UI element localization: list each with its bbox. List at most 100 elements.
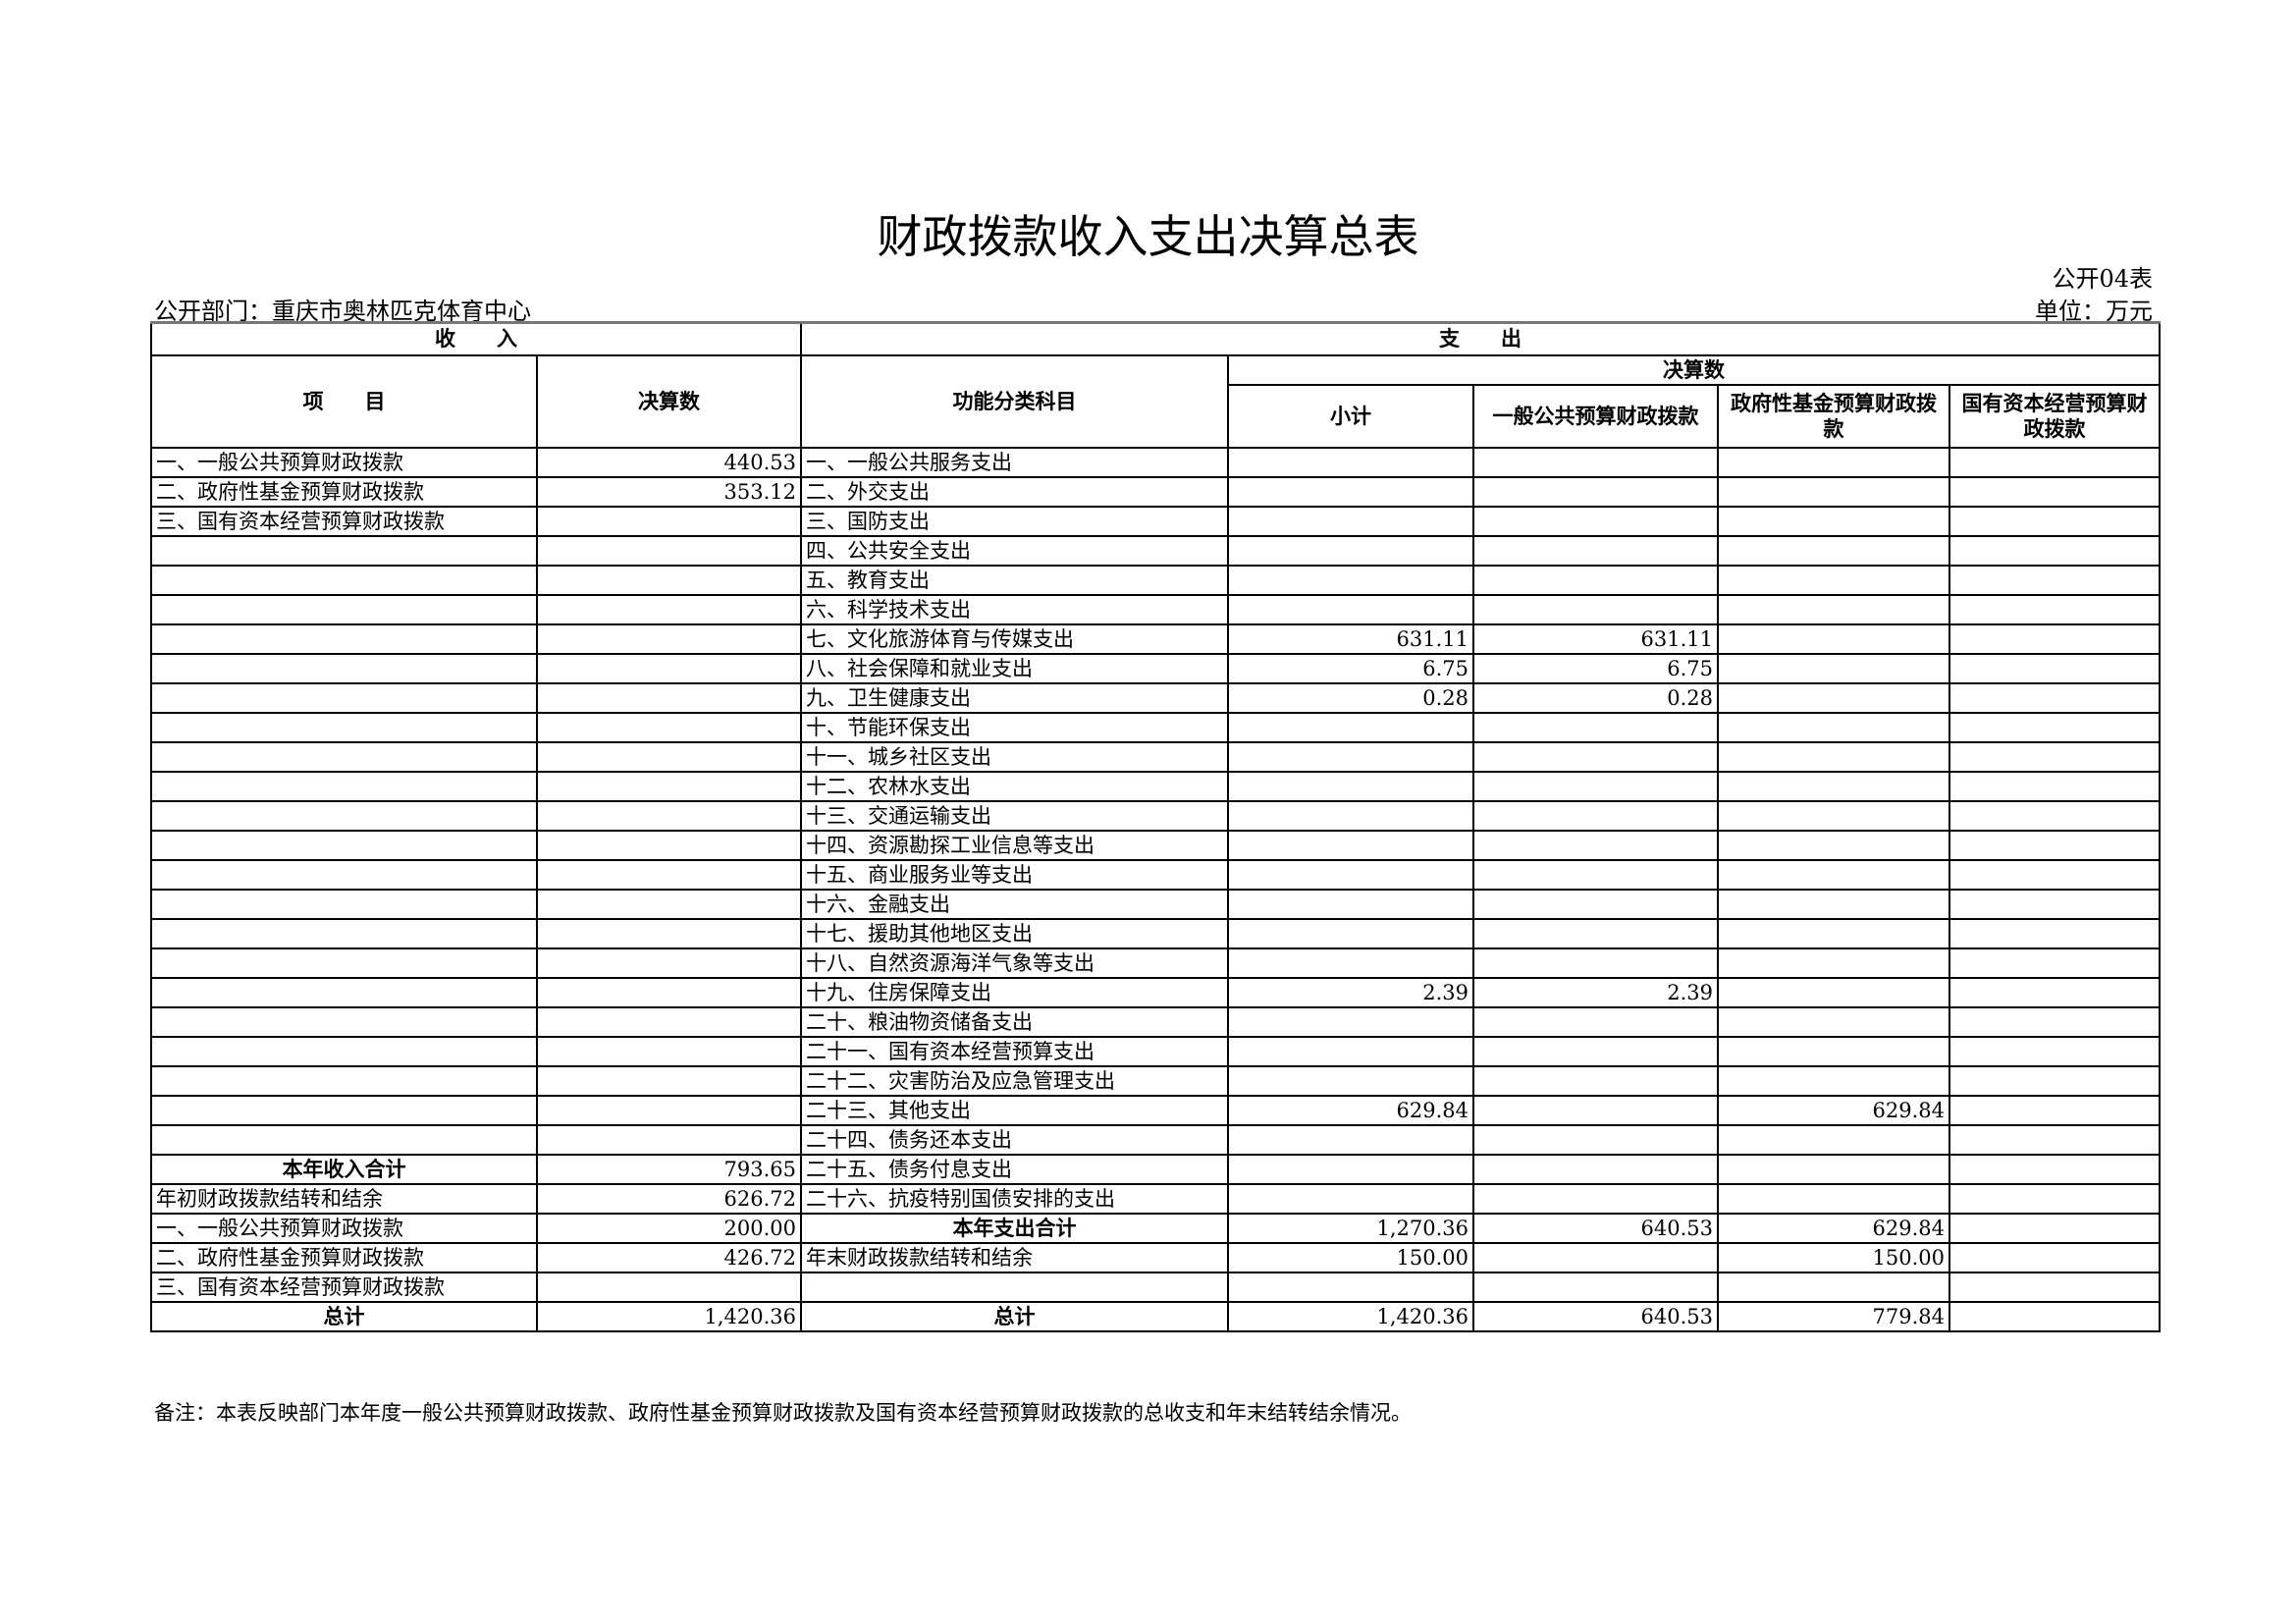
table-row: 一、一般公共预算财政拨款 200.00 本年支出合计 1,270.36 640.53 62… bbox=[150, 1212, 2161, 1244]
income-amount-cell: 353.12 bbox=[536, 475, 802, 508]
subtotal-cell bbox=[1227, 446, 1474, 478]
income-item-cell: 本年收入合计 bbox=[150, 1153, 538, 1185]
table-row: 一、一般公共预算财政拨款 440.53 一、一般公共服务支出 bbox=[150, 446, 2161, 478]
general-public-cell bbox=[1472, 711, 1719, 743]
gov-fund-cell: 629.84 bbox=[1717, 1094, 1950, 1126]
table-row: 本年收入合计 793.65 二十五、债务付息支出 bbox=[150, 1153, 2161, 1185]
income-amount-cell bbox=[536, 711, 802, 743]
table-row: 二十二、灾害防治及应急管理支出 bbox=[150, 1064, 2161, 1097]
expense-item-cell: 二十一、国有资本经营预算支出 bbox=[800, 1035, 1229, 1067]
general-public-cell bbox=[1472, 1064, 1719, 1097]
state-capital-cell bbox=[1949, 593, 2161, 625]
gov-fund-cell bbox=[1717, 829, 1950, 861]
general-public-header: 一般公共预算财政拨款 bbox=[1472, 383, 1719, 449]
state-capital-cell bbox=[1949, 564, 2161, 596]
table-row: 七、文化旅游体育与传媒支出 631.11 631.11 bbox=[150, 623, 2161, 655]
income-amount-cell: 200.00 bbox=[536, 1212, 802, 1244]
gov-fund-cell bbox=[1717, 1153, 1950, 1185]
expense-item-cell: 十九、住房保障支出 bbox=[800, 976, 1229, 1008]
income-amount-cell bbox=[536, 1271, 802, 1303]
state-capital-cell bbox=[1949, 888, 2161, 920]
table-row: 五、教育支出 bbox=[150, 564, 2161, 596]
income-amount-cell bbox=[536, 1064, 802, 1097]
general-public-cell: 640.53 bbox=[1472, 1300, 1719, 1332]
state-capital-cell bbox=[1949, 446, 2161, 478]
table-row: 二十三、其他支出 629.84 629.84 bbox=[150, 1094, 2161, 1126]
general-public-cell bbox=[1472, 534, 1719, 567]
income-item-cell bbox=[150, 1094, 538, 1126]
function-category-header: 功能分类科目 bbox=[800, 353, 1229, 449]
expense-item-cell: 十七、援助其他地区支出 bbox=[800, 917, 1229, 949]
subtotal-header: 小计 bbox=[1227, 383, 1474, 449]
gov-fund-cell bbox=[1717, 888, 1950, 920]
expense-item-cell bbox=[800, 1271, 1229, 1303]
income-amount-cell: 426.72 bbox=[536, 1241, 802, 1273]
gov-fund-cell bbox=[1717, 1271, 1950, 1303]
subtotal-cell bbox=[1227, 1271, 1474, 1303]
state-capital-cell bbox=[1949, 947, 2161, 979]
income-amount-cell bbox=[536, 534, 802, 567]
subtotal-cell bbox=[1227, 593, 1474, 625]
income-amount-cell bbox=[536, 1005, 802, 1038]
table-row: 二十一、国有资本经营预算支出 bbox=[150, 1035, 2161, 1067]
gov-fund-cell bbox=[1717, 976, 1950, 1008]
expense-item-cell: 六、科学技术支出 bbox=[800, 593, 1229, 625]
state-capital-cell bbox=[1949, 740, 2161, 773]
expense-item-cell: 七、文化旅游体育与传媒支出 bbox=[800, 623, 1229, 655]
state-capital-cell bbox=[1949, 976, 2161, 1008]
subtotal-cell bbox=[1227, 1182, 1474, 1215]
general-public-cell bbox=[1472, 1241, 1719, 1273]
general-public-cell bbox=[1472, 740, 1719, 773]
income-amount-cell bbox=[536, 799, 802, 832]
income-amount-cell bbox=[536, 1094, 802, 1126]
footnote: 备注：本表反映部门本年度一般公共预算财政拨款、政府性基金预算财政拨款及国有资本经… bbox=[154, 1401, 1412, 1425]
general-public-cell bbox=[1472, 475, 1719, 508]
income-item-cell: 三、国有资本经营预算财政拨款 bbox=[150, 1271, 538, 1303]
income-item-cell bbox=[150, 711, 538, 743]
subtotal-cell bbox=[1227, 534, 1474, 567]
table-body: 一、一般公共预算财政拨款 440.53 一、一般公共服务支出 二、政府性基金预算财政拨… bbox=[150, 446, 2161, 1332]
state-capital-cell bbox=[1949, 1094, 2161, 1126]
state-capital-cell bbox=[1949, 1153, 2161, 1185]
gov-fund-cell bbox=[1717, 652, 1950, 684]
gov-fund-cell bbox=[1717, 446, 1950, 478]
income-item-cell bbox=[150, 740, 538, 773]
expense-item-cell: 年末财政拨款结转和结余 bbox=[800, 1241, 1229, 1273]
subtotal-cell bbox=[1227, 947, 1474, 979]
table-row: 十、节能环保支出 bbox=[150, 711, 2161, 743]
table-row: 十六、金融支出 bbox=[150, 888, 2161, 920]
expense-header: 支 出 bbox=[800, 321, 2161, 356]
income-item-cell: 一、一般公共预算财政拨款 bbox=[150, 1212, 538, 1244]
state-capital-cell bbox=[1949, 1212, 2161, 1244]
expense-item-cell: 十三、交通运输支出 bbox=[800, 799, 1229, 832]
expense-item-cell: 二十三、其他支出 bbox=[800, 1094, 1229, 1126]
expense-item-cell: 一、一般公共服务支出 bbox=[800, 446, 1229, 478]
income-item-cell bbox=[150, 1064, 538, 1097]
expense-item-cell: 本年支出合计 bbox=[800, 1212, 1229, 1244]
subtotal-cell bbox=[1227, 770, 1474, 802]
income-item-cell bbox=[150, 623, 538, 655]
gov-fund-cell bbox=[1717, 711, 1950, 743]
gov-fund-cell bbox=[1717, 593, 1950, 625]
general-public-cell bbox=[1472, 770, 1719, 802]
table-row: 十四、资源勘探工业信息等支出 bbox=[150, 829, 2161, 861]
income-item-cell bbox=[150, 917, 538, 949]
general-public-cell: 631.11 bbox=[1472, 623, 1719, 655]
general-public-cell bbox=[1472, 917, 1719, 949]
income-amount-cell: 626.72 bbox=[536, 1182, 802, 1215]
expense-item-cell: 总计 bbox=[800, 1300, 1229, 1332]
final-amount-header: 决算数 bbox=[1227, 353, 2161, 386]
general-public-cell bbox=[1472, 799, 1719, 832]
subtotal-cell bbox=[1227, 475, 1474, 508]
income-item-cell: 三、国有资本经营预算财政拨款 bbox=[150, 505, 538, 537]
general-public-cell bbox=[1472, 593, 1719, 625]
subtotal-cell: 1,420.36 bbox=[1227, 1300, 1474, 1332]
state-capital-cell bbox=[1949, 1271, 2161, 1303]
general-public-cell bbox=[1472, 1123, 1719, 1156]
state-capital-cell bbox=[1949, 1241, 2161, 1273]
general-public-cell bbox=[1472, 1005, 1719, 1038]
income-amount-cell bbox=[536, 740, 802, 773]
table-row: 三、国有资本经营预算财政拨款 bbox=[150, 1271, 2161, 1303]
gov-fund-cell bbox=[1717, 564, 1950, 596]
table-row: 十三、交通运输支出 bbox=[150, 799, 2161, 832]
